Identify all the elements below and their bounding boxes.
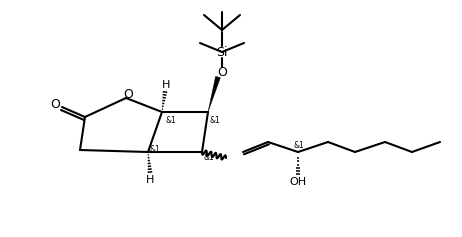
Text: &1: &1 xyxy=(166,115,177,124)
Text: O: O xyxy=(217,65,227,78)
Text: H: H xyxy=(162,80,170,90)
Text: &1: &1 xyxy=(204,152,215,161)
Text: O: O xyxy=(123,87,133,100)
Polygon shape xyxy=(208,76,220,112)
Text: &1: &1 xyxy=(294,141,304,150)
Text: &1: &1 xyxy=(150,145,161,154)
Text: Si: Si xyxy=(216,46,228,59)
Text: O: O xyxy=(50,99,60,111)
Text: &1: &1 xyxy=(210,115,221,124)
Text: H: H xyxy=(146,175,154,185)
Text: OH: OH xyxy=(289,177,307,187)
